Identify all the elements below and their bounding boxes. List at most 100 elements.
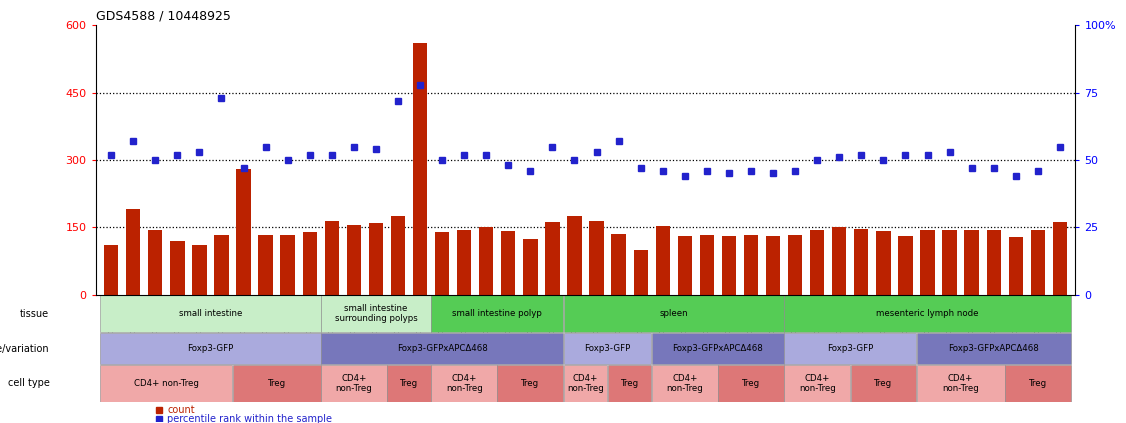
Bar xyxy=(1004,365,1071,401)
Bar xyxy=(589,221,604,295)
Text: Treg: Treg xyxy=(521,379,539,388)
Bar xyxy=(233,365,321,401)
Text: small intestine polyp: small intestine polyp xyxy=(453,309,543,318)
Bar xyxy=(652,333,784,364)
Text: Foxp3-GFP: Foxp3-GFP xyxy=(584,344,631,353)
Text: genotype/variation: genotype/variation xyxy=(0,343,50,354)
Bar xyxy=(457,231,472,295)
Bar xyxy=(850,365,917,401)
Bar xyxy=(965,231,978,295)
Bar xyxy=(917,333,1071,364)
Bar xyxy=(1053,222,1067,295)
Text: tissue: tissue xyxy=(20,309,50,319)
Text: Treg: Treg xyxy=(1029,379,1047,388)
Bar xyxy=(855,229,868,295)
Text: Treg: Treg xyxy=(400,379,418,388)
Text: Treg: Treg xyxy=(874,379,893,388)
Bar xyxy=(655,226,670,295)
Bar xyxy=(564,365,607,401)
Text: CD4+
non-Treg: CD4+ non-Treg xyxy=(336,374,373,393)
Bar xyxy=(920,231,935,295)
Bar xyxy=(1009,237,1022,295)
Bar xyxy=(699,235,714,295)
Text: Foxp3-GFPxAPCΔ468: Foxp3-GFPxAPCΔ468 xyxy=(672,344,763,353)
Bar xyxy=(986,231,1001,295)
Bar xyxy=(104,245,118,295)
Bar xyxy=(259,235,272,295)
Bar xyxy=(479,227,493,295)
Text: small intestine: small intestine xyxy=(179,309,242,318)
Text: Treg: Treg xyxy=(620,379,638,388)
Bar xyxy=(785,365,850,401)
Text: Foxp3-GFP: Foxp3-GFP xyxy=(187,344,233,353)
Bar xyxy=(722,236,736,295)
Bar xyxy=(785,333,917,364)
Bar xyxy=(391,216,405,295)
Bar xyxy=(100,295,321,332)
Bar xyxy=(788,235,803,295)
Bar xyxy=(498,365,563,401)
Bar xyxy=(810,231,824,295)
Bar xyxy=(431,365,497,401)
Text: GDS4588 / 10448925: GDS4588 / 10448925 xyxy=(96,10,231,23)
Bar xyxy=(611,234,626,295)
Bar xyxy=(524,239,537,295)
Bar xyxy=(564,295,784,332)
Bar xyxy=(568,216,582,295)
Bar xyxy=(899,236,912,295)
Bar xyxy=(564,333,652,364)
Bar xyxy=(100,365,232,401)
Bar xyxy=(832,227,847,295)
Text: Treg: Treg xyxy=(742,379,760,388)
Text: Treg: Treg xyxy=(268,379,286,388)
Text: count: count xyxy=(168,405,195,415)
Bar xyxy=(413,43,427,295)
Bar xyxy=(876,231,891,295)
Bar xyxy=(126,209,141,295)
Bar xyxy=(321,333,563,364)
Bar xyxy=(321,295,431,332)
Bar xyxy=(1030,231,1045,295)
Bar xyxy=(149,231,162,295)
Bar xyxy=(634,250,647,295)
Text: mesenteric lymph node: mesenteric lymph node xyxy=(876,309,978,318)
Bar xyxy=(193,245,206,295)
Bar xyxy=(435,232,449,295)
Bar xyxy=(652,365,717,401)
Bar xyxy=(170,241,185,295)
Bar xyxy=(718,365,784,401)
Text: CD4+ non-Treg: CD4+ non-Treg xyxy=(134,379,199,388)
Bar xyxy=(785,295,1071,332)
Bar xyxy=(303,232,316,295)
Bar xyxy=(608,365,652,401)
Text: CD4+
non-Treg: CD4+ non-Treg xyxy=(568,374,604,393)
Text: CD4+
non-Treg: CD4+ non-Treg xyxy=(942,374,978,393)
Bar xyxy=(917,365,1004,401)
Text: percentile rank within the sample: percentile rank within the sample xyxy=(168,414,332,423)
Text: Foxp3-GFP: Foxp3-GFP xyxy=(828,344,874,353)
Bar xyxy=(324,221,339,295)
Text: cell type: cell type xyxy=(8,379,50,388)
Bar xyxy=(347,225,361,295)
Bar xyxy=(545,222,560,295)
Text: CD4+
non-Treg: CD4+ non-Treg xyxy=(798,374,835,393)
Text: Foxp3-GFPxAPCΔ468: Foxp3-GFPxAPCΔ468 xyxy=(948,344,1039,353)
Bar xyxy=(766,236,780,295)
Bar xyxy=(942,231,957,295)
Text: CD4+
non-Treg: CD4+ non-Treg xyxy=(667,374,703,393)
Text: CD4+
non-Treg: CD4+ non-Treg xyxy=(446,374,483,393)
Bar xyxy=(214,235,229,295)
Bar xyxy=(236,169,251,295)
Text: spleen: spleen xyxy=(660,309,688,318)
Bar xyxy=(321,365,386,401)
Bar xyxy=(368,223,383,295)
Bar xyxy=(501,231,516,295)
Text: small intestine
surrounding polyps: small intestine surrounding polyps xyxy=(334,304,418,323)
Text: Foxp3-GFPxAPCΔ468: Foxp3-GFPxAPCΔ468 xyxy=(396,344,488,353)
Bar xyxy=(100,333,321,364)
Bar xyxy=(678,236,692,295)
Bar xyxy=(744,235,758,295)
Bar xyxy=(387,365,431,401)
Bar xyxy=(280,235,295,295)
Bar xyxy=(431,295,563,332)
